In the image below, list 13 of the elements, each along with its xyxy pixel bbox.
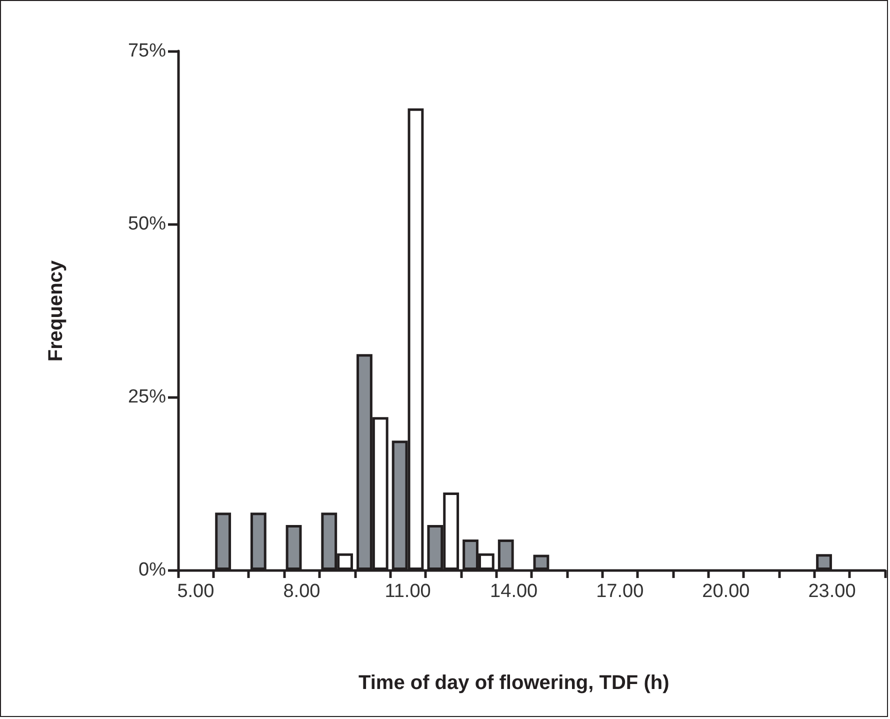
x-tick-label: 23.00 [808,581,856,602]
x-tick-label: 8.00 [283,581,320,602]
x-tick-label: 5.00 [177,581,214,602]
x-axis-title: Time of day of flowering, TDF (h) [358,672,670,694]
x-tick-label: 11.00 [384,581,431,602]
x-tick-label: 14.00 [490,581,538,602]
y-tick-label: 75% [128,40,166,62]
y-axis-title: Frequency [45,260,67,362]
y-tick-label: 50% [128,214,166,234]
x-tick-label: 17.00 [596,581,644,602]
x-tick-label: 20.00 [702,581,750,602]
y-tick-label: 25% [128,386,166,408]
y-tick-label: 0% [138,560,166,580]
